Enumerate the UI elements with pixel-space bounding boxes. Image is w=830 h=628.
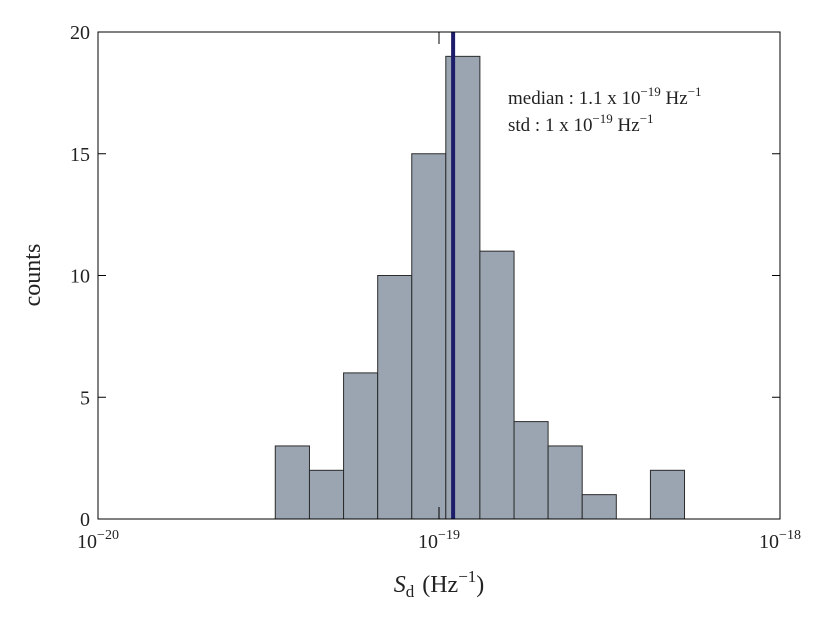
bar [479, 250, 515, 520]
bar [547, 445, 583, 520]
y-axis-label: counts [20, 244, 46, 307]
bar [581, 494, 617, 520]
x-tick-exponent: −20 [97, 528, 119, 543]
bar [274, 445, 310, 520]
x-tick-base: 10 [418, 531, 438, 553]
y-tick-label: 15 [70, 144, 90, 166]
x-axis-label: Sd (Hz−1) [394, 567, 485, 601]
y-tick-label: 10 [70, 266, 90, 288]
annotation-text: Hz [661, 88, 688, 109]
x-tick-label: 10−18 [759, 528, 801, 553]
bar [411, 153, 447, 520]
y-tick-label: 0 [80, 509, 90, 531]
annotation-text: Hz [613, 115, 640, 136]
bar [308, 469, 345, 520]
annotation-exponent: −1 [688, 84, 702, 99]
x-tick-label: 10−19 [418, 528, 460, 553]
annotation-exponent: −1 [640, 111, 654, 126]
annotation-text: std : 1 x 10 [508, 115, 592, 136]
annotation-text: median : 1.1 x 10 [508, 88, 640, 109]
annotation-exponent: −19 [592, 111, 612, 126]
x-tick-base: 10 [759, 531, 779, 553]
y-tick-label: 20 [70, 22, 90, 44]
x-label-exponent: −1 [458, 567, 476, 586]
x-label-symbol: S [394, 572, 406, 598]
x-tick-exponent: −19 [438, 528, 460, 543]
bar [445, 55, 481, 520]
bar [377, 275, 413, 520]
bar [649, 469, 686, 520]
x-tick-label: 10−20 [77, 528, 119, 553]
annotation: median : 1.1 x 10−19 Hz−1 [508, 84, 702, 109]
annotation-exponent: −19 [640, 84, 660, 99]
bar [513, 421, 549, 520]
x-label-unit: (Hz [422, 572, 458, 598]
x-tick-base: 10 [77, 531, 97, 553]
x-label-subscript: d [406, 582, 415, 601]
bar [343, 372, 379, 520]
y-tick-label: 5 [80, 387, 90, 409]
x-tick-exponent: −18 [779, 528, 801, 543]
x-label-close: ) [476, 572, 484, 598]
annotation: std : 1 x 10−19 Hz−1 [508, 111, 654, 136]
